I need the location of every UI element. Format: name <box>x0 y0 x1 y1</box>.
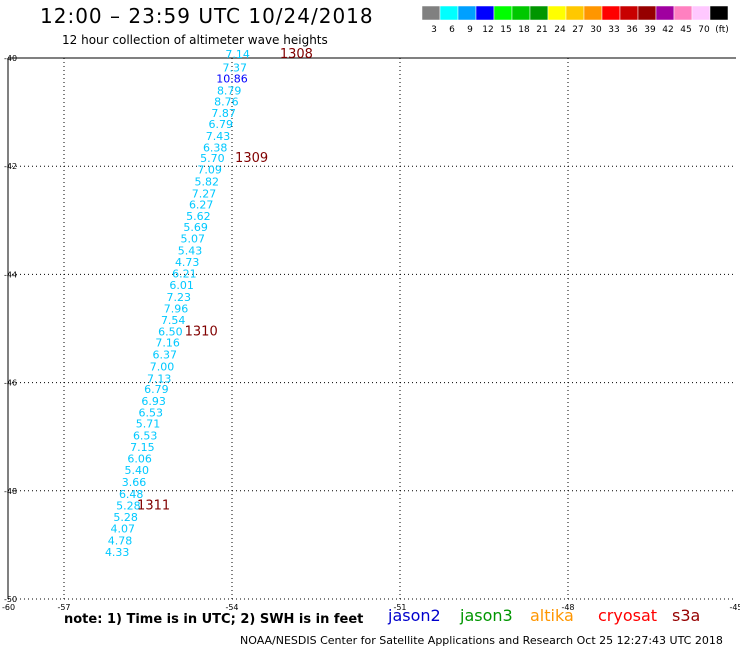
wave-height-label: 8.79 <box>217 84 242 97</box>
wave-height-label: 4.78 <box>108 535 133 548</box>
wave-height-label: 6.38 <box>203 141 228 154</box>
colorbar-label: 21 <box>536 25 547 35</box>
wave-height-label: 6.37 <box>153 348 178 361</box>
wave-height-label: 5.62 <box>186 210 211 223</box>
wave-height-label: 4.73 <box>175 256 200 269</box>
wave-height-label: 7.09 <box>197 163 222 176</box>
wave-height-label: 10.86 <box>216 73 248 86</box>
colorbar-label: 42 <box>662 25 673 35</box>
y-tick-label: -50 <box>4 595 17 604</box>
y-tick-label: -44 <box>4 270 17 279</box>
wave-height-label: 7.13 <box>147 372 172 385</box>
wave-height-label: 7.87 <box>211 107 236 120</box>
wave-height-label: 4.33 <box>105 546 130 559</box>
colorbar-label: 70 <box>698 25 710 35</box>
wave-height-label: 7.00 <box>150 360 175 373</box>
footer-note: note: 1) Time is in UTC; 2) SWH is in fe… <box>64 612 364 627</box>
legend-altika: altika <box>530 606 574 625</box>
wave-height-label: 7.96 <box>164 302 189 315</box>
colorbar-label: 39 <box>644 25 656 35</box>
colorbar-label: 36 <box>626 25 638 35</box>
wave-height-label: 5.82 <box>195 175 220 188</box>
y-tick-label: -48 <box>4 487 17 496</box>
wave-height-label: 6.53 <box>139 406 164 419</box>
wave-height-label: 6.79 <box>144 383 169 396</box>
wave-height-label: 6.79 <box>209 118 234 131</box>
wave-height-label: 5.70 <box>200 152 225 165</box>
credit-line: NOAA/NESDIS Center for Satellite Applica… <box>240 634 723 647</box>
legend-jason3: jason3 <box>460 606 513 625</box>
wave-height-label: 8.76 <box>214 95 239 108</box>
wave-height-label: 6.53 <box>133 430 158 443</box>
time-label: 1308 <box>280 47 313 62</box>
time-label: 1310 <box>185 325 218 340</box>
wave-height-label: 5.28 <box>113 511 138 524</box>
chart-subtitle: 12 hour collection of altimeter wave hei… <box>62 33 328 47</box>
chart-title: 12:00 – 23:59 UTC 10/24/2018 <box>40 4 374 28</box>
colorbar-label: 30 <box>590 25 602 35</box>
wave-height-label: 7.43 <box>206 130 231 143</box>
wave-height-label: 6.48 <box>119 488 144 501</box>
colorbar-swatch <box>709 6 729 21</box>
colorbar-label: 6 <box>449 25 455 35</box>
colorbar-label: (ft) <box>715 25 729 35</box>
legend-jason2: jason2 <box>388 606 441 625</box>
legend-s3a: s3a <box>672 606 701 625</box>
colorbar-label: 27 <box>572 25 583 35</box>
wave-height-label: 5.69 <box>183 221 208 234</box>
wave-height-label: 6.01 <box>169 279 194 292</box>
wave-height-label: 4.07 <box>111 523 136 536</box>
wave-height-label: 7.23 <box>167 291 192 304</box>
wave-height-label: 6.50 <box>158 326 183 339</box>
wave-height-label: 7.27 <box>192 187 217 200</box>
wave-height-label: 5.28 <box>116 499 141 512</box>
colorbar-label: 33 <box>608 25 619 35</box>
y-tick-label: -40 <box>4 54 17 63</box>
wave-height-label: 7.14 <box>225 48 250 61</box>
x-tick-label: -48 <box>561 603 574 612</box>
colorbar-label: 18 <box>518 25 530 35</box>
colorbar-label: 12 <box>482 25 493 35</box>
colorbar-label: 3 <box>431 25 437 35</box>
wave-height-label: 6.27 <box>189 199 214 212</box>
colorbar-label: 9 <box>467 25 473 35</box>
wave-height-label: 5.07 <box>181 233 206 246</box>
corner-label: -60 <box>2 603 15 612</box>
wave-height-label: 7.37 <box>223 62 248 75</box>
wave-height-label: 5.43 <box>178 245 203 258</box>
wave-height-label: 7.16 <box>155 337 180 350</box>
x-tick-label: -51 <box>393 603 406 612</box>
colorbar-label: 45 <box>680 25 691 35</box>
x-tick-label: -57 <box>57 603 70 612</box>
colorbar-label: 24 <box>554 25 566 35</box>
wave-height-label: 3.66 <box>122 476 147 489</box>
wave-height-colorbar: 3 6 9 12 15 18 21 24 27 30 33 36 39 42 45 70 (ft) <box>422 6 729 35</box>
y-tick-label: -46 <box>4 379 17 388</box>
wave-height-label: 6.06 <box>127 452 152 465</box>
wave-height-label: 5.71 <box>136 418 161 431</box>
wave-height-label: 7.54 <box>161 314 186 327</box>
wave-height-label: 6.93 <box>141 395 166 408</box>
time-label: 1311 <box>137 498 170 513</box>
wave-height-label: 5.40 <box>125 464 150 477</box>
wave-height-label: 6.21 <box>172 267 197 280</box>
x-tick-label: -54 <box>225 603 238 612</box>
time-label: 1309 <box>235 151 268 166</box>
colorbar-label: 15 <box>500 25 511 35</box>
legend-cryosat: cryosat <box>598 606 658 625</box>
x-tick-label: -45 <box>729 603 740 612</box>
wave-height-label: 7.15 <box>130 441 155 454</box>
y-tick-label: -42 <box>4 162 17 171</box>
